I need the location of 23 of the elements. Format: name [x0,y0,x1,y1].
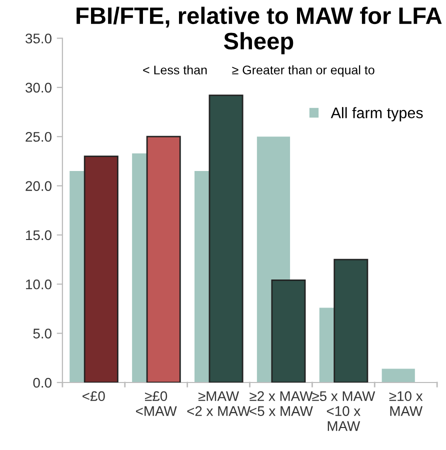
y-tick-label: 30.0 [26,82,52,93]
x-tick-label: ≥MAW <2 x MAW [187,391,250,416]
legend-label: All farm types [330,107,423,122]
bar [382,368,415,382]
bar [84,156,118,382]
x-tick-label: ≥10 x MAW [389,391,423,416]
y-tick-label: 35.0 [26,34,52,44]
bar [271,280,306,382]
y-tick-label: 20.0 [26,181,52,191]
bar [334,258,368,382]
text: < Less than ≥ Greater than or equal to [143,65,374,77]
y-tick-label: 10.0 [26,279,52,290]
bar [146,136,181,382]
x-tick-label: ≥2 x MAW <5 x MAW [250,391,313,416]
y-tick-label: 25.0 [26,132,52,142]
bar [208,94,244,382]
x-tick-label: ≥5 x MAW <10 x MAW [312,391,376,431]
x-tick-label: <£0 [82,391,105,402]
y-tick-label: 0.0 [33,378,52,388]
y-tick-label: 5.0 [33,328,52,338]
y-tick-label: 15.0 [26,230,52,240]
x-tick-label: ≥£0 <MAW [136,391,177,416]
chart-title: FBI/FTE, relative to MAW for LFA Sheep [76,6,442,54]
